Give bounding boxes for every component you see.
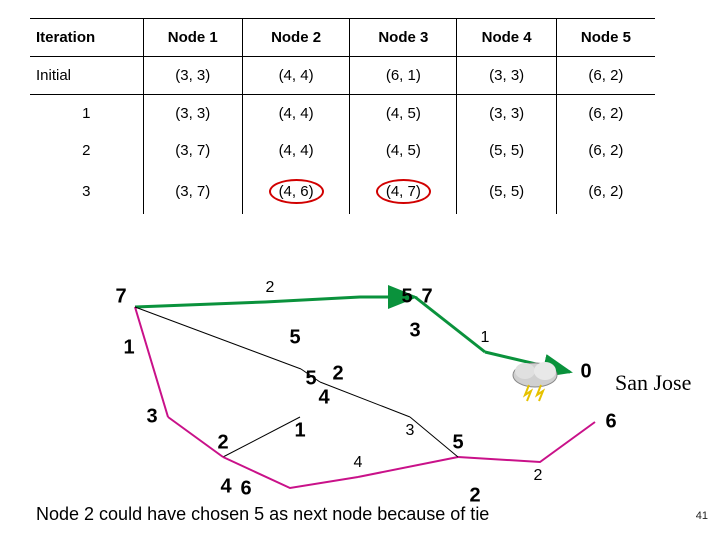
table-row: 3(3, 7)(4, 6)(4, 7)(5, 5)(6, 2) bbox=[30, 169, 655, 214]
table-row: Initial(3, 3)(4, 4)(6, 1)(3, 3)(6, 2) bbox=[30, 57, 655, 95]
node-label: 6 bbox=[605, 411, 616, 434]
table-header: Node 1 bbox=[143, 19, 242, 57]
iteration-table: IterationNode 1Node 2Node 3Node 4Node 5 … bbox=[30, 18, 655, 214]
node-label: 5 bbox=[452, 432, 463, 455]
caption-text: Node 2 could have chosen 5 as next node … bbox=[36, 504, 489, 525]
table-header: Iteration bbox=[30, 19, 143, 57]
iteration-cell: 1 bbox=[30, 95, 143, 133]
node-label: 0 bbox=[580, 361, 591, 384]
value-cell: (4, 4) bbox=[242, 57, 349, 95]
table-header: Node 2 bbox=[242, 19, 349, 57]
node-label: 7 bbox=[421, 286, 432, 309]
destination-label: San Jose bbox=[615, 370, 691, 396]
value-cell: (6, 2) bbox=[556, 95, 655, 133]
table-header: Node 5 bbox=[556, 19, 655, 57]
node-label: 3 bbox=[146, 406, 157, 429]
iteration-cell: 3 bbox=[30, 169, 143, 214]
value-cell: (6, 2) bbox=[556, 57, 655, 95]
node-label: 2 bbox=[217, 432, 228, 455]
node-label: 6 bbox=[240, 478, 251, 501]
node-label: 4 bbox=[220, 476, 231, 499]
value-cell: (4, 5) bbox=[350, 95, 457, 133]
table-row: 1(3, 3)(4, 4)(4, 5)(3, 3)(6, 2) bbox=[30, 95, 655, 133]
table-row: 2(3, 7)(4, 4)(4, 5)(5, 5)(6, 2) bbox=[30, 132, 655, 169]
node-label: 5 bbox=[401, 286, 412, 309]
value-cell: (4, 4) bbox=[242, 132, 349, 169]
value-cell: (3, 3) bbox=[457, 57, 556, 95]
iteration-cell: Initial bbox=[30, 57, 143, 95]
node-label: 4 bbox=[354, 454, 363, 472]
value-cell: (6, 2) bbox=[556, 132, 655, 169]
value-cell: (3, 3) bbox=[143, 95, 242, 133]
value-cell: (3, 7) bbox=[143, 169, 242, 214]
table-header: Node 3 bbox=[350, 19, 457, 57]
node-label: 2 bbox=[332, 363, 343, 386]
table-header: Node 4 bbox=[457, 19, 556, 57]
node-label: 5 bbox=[289, 327, 300, 350]
value-cell: (5, 5) bbox=[457, 132, 556, 169]
value-cell: (6, 1) bbox=[350, 57, 457, 95]
value-cell: (5, 5) bbox=[457, 169, 556, 214]
node-label: 2 bbox=[266, 279, 275, 297]
node-label: 7 bbox=[115, 286, 126, 309]
node-label: 3 bbox=[409, 320, 420, 343]
value-cell: (4, 4) bbox=[242, 95, 349, 133]
value-cell: (4, 7) bbox=[350, 169, 457, 214]
page-number: 41 bbox=[696, 510, 708, 522]
value-cell: (3, 7) bbox=[143, 132, 242, 169]
node-label: 4 bbox=[318, 387, 329, 410]
node-label: 5 bbox=[305, 368, 316, 391]
node-label: 1 bbox=[481, 329, 490, 347]
node-label: 2 bbox=[534, 467, 543, 485]
value-cell: (4, 6) bbox=[242, 169, 349, 214]
iteration-cell: 2 bbox=[30, 132, 143, 169]
value-cell: (3, 3) bbox=[143, 57, 242, 95]
value-cell: (6, 2) bbox=[556, 169, 655, 214]
node-label: 3 bbox=[406, 422, 415, 440]
node-label: 1 bbox=[123, 337, 134, 360]
value-cell: (4, 5) bbox=[350, 132, 457, 169]
node-label: 1 bbox=[294, 420, 305, 443]
network-diagram: 71324655241243573522106 bbox=[40, 262, 620, 492]
value-cell: (3, 3) bbox=[457, 95, 556, 133]
